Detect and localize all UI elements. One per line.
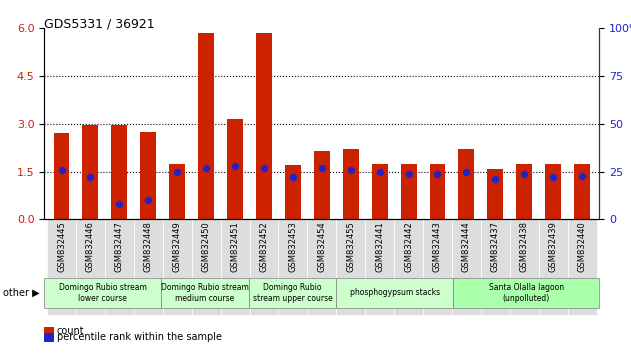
Bar bbox=[336, 219, 365, 315]
Point bbox=[85, 175, 95, 180]
Text: phosphogypsum stacks: phosphogypsum stacks bbox=[350, 289, 440, 297]
Bar bbox=[568, 219, 596, 315]
Bar bbox=[192, 219, 221, 315]
Text: count: count bbox=[57, 326, 85, 336]
Bar bbox=[134, 219, 163, 315]
Point bbox=[172, 169, 182, 175]
Bar bbox=[278, 219, 307, 315]
Point bbox=[432, 171, 442, 176]
Point bbox=[57, 167, 66, 173]
Bar bbox=[487, 169, 504, 219]
Point bbox=[577, 173, 587, 178]
Point bbox=[114, 201, 124, 207]
Point bbox=[404, 171, 414, 176]
Bar bbox=[372, 164, 387, 219]
Bar bbox=[314, 151, 330, 219]
Bar bbox=[169, 164, 185, 219]
Bar bbox=[430, 164, 445, 219]
Point bbox=[346, 167, 356, 173]
Text: other ▶: other ▶ bbox=[3, 288, 40, 298]
Point bbox=[201, 165, 211, 171]
Bar bbox=[105, 219, 134, 315]
Bar bbox=[516, 164, 532, 219]
Point bbox=[548, 175, 558, 180]
Bar bbox=[256, 33, 272, 219]
Bar bbox=[459, 149, 475, 219]
Bar bbox=[365, 219, 394, 315]
Bar bbox=[112, 126, 127, 219]
Bar bbox=[574, 164, 590, 219]
Bar bbox=[47, 219, 76, 315]
Point bbox=[288, 175, 298, 180]
Bar bbox=[343, 149, 358, 219]
Bar bbox=[140, 132, 156, 219]
Bar bbox=[539, 219, 568, 315]
Bar bbox=[394, 219, 423, 315]
Bar bbox=[452, 219, 481, 315]
Bar bbox=[307, 219, 336, 315]
Point bbox=[317, 165, 327, 171]
Bar bbox=[481, 219, 510, 315]
Bar bbox=[285, 165, 301, 219]
Bar bbox=[227, 119, 243, 219]
Text: Domingo Rubio stream
lower course: Domingo Rubio stream lower course bbox=[59, 283, 146, 303]
Point bbox=[143, 198, 153, 203]
Point bbox=[461, 169, 471, 175]
Text: Domingo Rubio stream
medium course: Domingo Rubio stream medium course bbox=[161, 283, 249, 303]
Point bbox=[519, 171, 529, 176]
Text: Domingo Rubio
stream upper course: Domingo Rubio stream upper course bbox=[252, 283, 333, 303]
Point bbox=[375, 169, 385, 175]
Point bbox=[490, 177, 500, 182]
Bar bbox=[54, 133, 69, 219]
Bar bbox=[545, 164, 561, 219]
Bar bbox=[510, 219, 539, 315]
Bar bbox=[423, 219, 452, 315]
Text: percentile rank within the sample: percentile rank within the sample bbox=[57, 332, 221, 342]
Point bbox=[230, 163, 240, 169]
Text: GDS5331 / 36921: GDS5331 / 36921 bbox=[44, 18, 155, 31]
Bar bbox=[249, 219, 278, 315]
Text: Santa Olalla lagoon
(unpolluted): Santa Olalla lagoon (unpolluted) bbox=[489, 283, 564, 303]
Bar bbox=[163, 219, 192, 315]
Point bbox=[259, 165, 269, 171]
Bar bbox=[83, 126, 98, 219]
Bar bbox=[221, 219, 249, 315]
Bar bbox=[76, 219, 105, 315]
Bar bbox=[401, 164, 416, 219]
Bar bbox=[198, 33, 214, 219]
